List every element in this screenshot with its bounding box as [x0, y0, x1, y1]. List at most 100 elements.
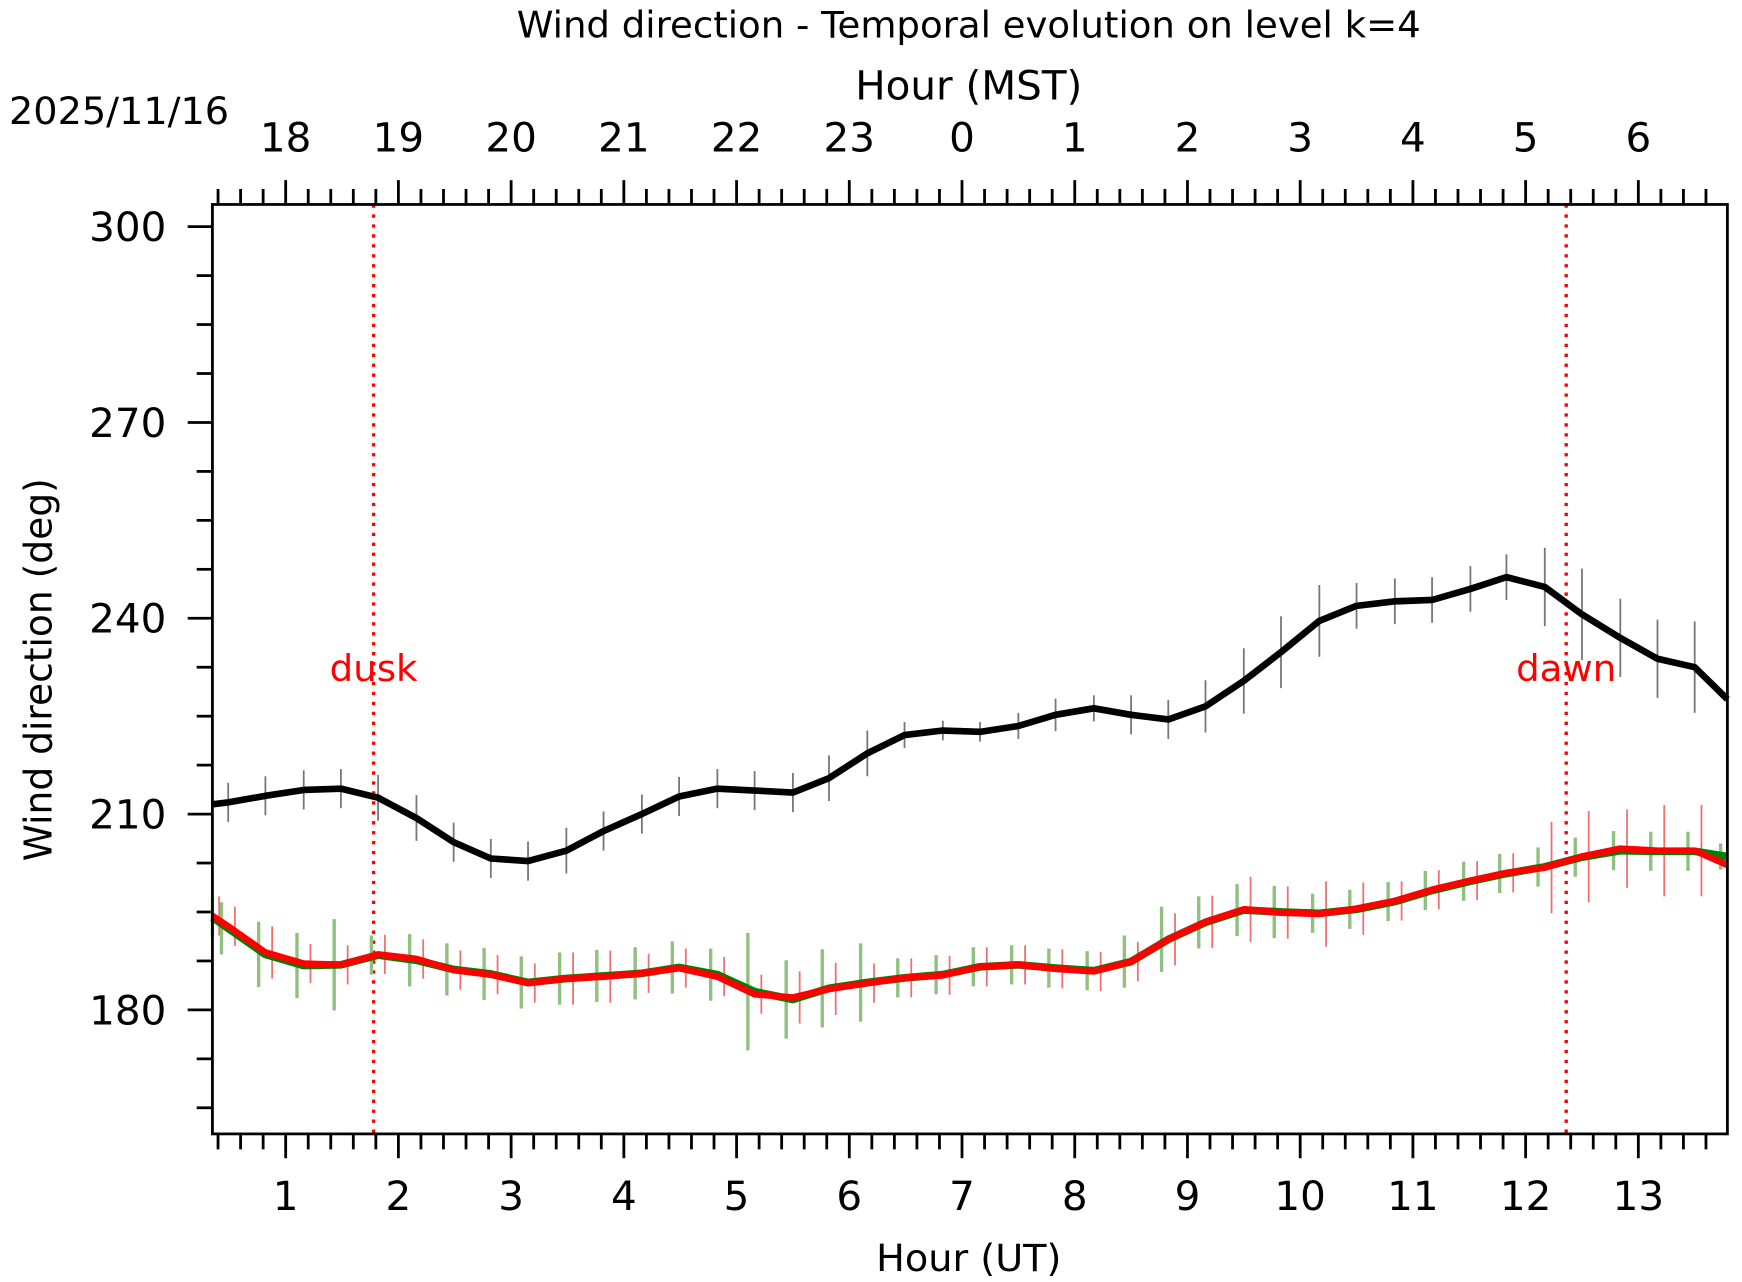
- x2-tick-label: 1: [1062, 116, 1088, 162]
- black-data-point: [453, 841, 455, 843]
- red-data-point: [1055, 968, 1057, 970]
- red-data-point: [828, 988, 830, 990]
- red-data-point: [415, 958, 417, 960]
- red-data-point: [1243, 908, 1245, 910]
- red-data-point: [1167, 938, 1169, 940]
- black-data-point: [1581, 613, 1583, 615]
- x-tick-label: 7: [949, 1174, 975, 1220]
- red-data-point: [754, 993, 756, 995]
- black-data-point: [1656, 658, 1659, 660]
- x-tick-label: 12: [1500, 1174, 1551, 1220]
- red-data-point: [1093, 970, 1095, 972]
- red-data-point: [641, 972, 643, 974]
- dawn-label: dawn: [1516, 647, 1616, 690]
- black-data-point: [1619, 637, 1621, 639]
- black-data-point: [942, 729, 944, 732]
- red-data-point: [903, 977, 906, 979]
- red-data-point: [227, 925, 229, 927]
- red-data-point: [942, 974, 944, 976]
- black-data-point: [1355, 605, 1358, 607]
- x2-tick-label: 21: [598, 116, 649, 162]
- red-data-point: [264, 951, 266, 954]
- black-data-point: [303, 789, 305, 791]
- x-tick-label: 8: [1062, 1174, 1088, 1220]
- x-tick-label: 6: [836, 1174, 862, 1220]
- black-data-point: [1130, 714, 1132, 716]
- red-data-point: [1505, 872, 1508, 874]
- red-data-point: [602, 976, 605, 978]
- black-data-point: [903, 734, 906, 736]
- black-data-point: [527, 860, 529, 862]
- black-data-point: [264, 795, 266, 797]
- black-data-point: [1017, 725, 1019, 727]
- x2-tick-label: 2: [1175, 116, 1201, 162]
- black-data-point: [828, 777, 830, 779]
- x2-axis-label: Hour (MST): [855, 64, 1082, 110]
- black-data-point: [1469, 588, 1471, 590]
- x2-tick-label: 18: [260, 116, 311, 162]
- red-data-point: [1694, 850, 1696, 852]
- y-axis-label: Wind direction (deg): [16, 478, 60, 861]
- red-data-point: [1130, 961, 1132, 963]
- red-data-point: [377, 953, 379, 955]
- black-data-point: [415, 817, 417, 819]
- red-data-point: [1394, 900, 1396, 902]
- red-data-point: [1619, 848, 1621, 850]
- x2-tick-label: 5: [1513, 116, 1539, 162]
- chart-title: Wind direction - Temporal evolution on l…: [517, 4, 1421, 47]
- x-tick-label: 11: [1387, 1174, 1438, 1220]
- red-data-point: [866, 982, 868, 984]
- black-data-point: [641, 813, 643, 815]
- red-data-point: [1656, 850, 1659, 852]
- x2-tick-label: 0: [949, 116, 975, 162]
- red-data-point: [678, 967, 680, 969]
- red-data-point: [303, 962, 305, 965]
- red-series-line: [210, 845, 1729, 1001]
- red-data-point: [1280, 912, 1282, 914]
- black-data-point: [1318, 620, 1320, 622]
- black-data-point: [1055, 714, 1057, 716]
- x-tick-label: 10: [1274, 1174, 1325, 1220]
- black-data-point: [490, 857, 492, 860]
- red-data-point: [792, 996, 794, 999]
- black-data-point: [1204, 705, 1207, 707]
- x-tick-label: 9: [1175, 1174, 1201, 1220]
- black-data-point: [754, 790, 756, 792]
- x-tick-label: 2: [386, 1174, 412, 1220]
- red-data-point: [1204, 921, 1207, 923]
- plot-frame: [211, 203, 1729, 1136]
- y-tick-label: 300: [89, 205, 166, 251]
- black-data-point: [979, 731, 981, 733]
- x2-tick-label: 6: [1625, 116, 1651, 162]
- x2-tick-label: 3: [1287, 116, 1313, 162]
- black-data-point: [1544, 586, 1546, 588]
- y-tick-label: 240: [89, 597, 166, 643]
- black-data-point: [1505, 576, 1508, 578]
- black-data-point: [678, 795, 680, 798]
- black-data-point: [1431, 599, 1433, 601]
- x-tick-label: 4: [611, 1174, 637, 1220]
- y-tick-label: 180: [89, 989, 166, 1035]
- black-data-point: [716, 788, 718, 790]
- red-data-point: [527, 982, 529, 984]
- y-tick-label: 270: [89, 401, 166, 447]
- red-data-point: [1017, 964, 1019, 966]
- red-data-point: [1469, 880, 1471, 882]
- red-data-point: [979, 966, 981, 968]
- x2-tick-label: 22: [711, 116, 762, 162]
- red-data-point: [565, 978, 567, 980]
- black-data-point: [1280, 651, 1282, 653]
- black-data-point: [866, 752, 868, 754]
- black-data-point: [1093, 707, 1095, 709]
- date-label: 2025/11/16: [9, 89, 229, 133]
- black-data-point: [565, 850, 567, 852]
- red-data-point: [1431, 889, 1433, 891]
- black-data-point: [340, 788, 342, 790]
- dusk-label: dusk: [330, 647, 419, 690]
- red-data-point: [1318, 913, 1320, 915]
- black-data-point: [1167, 718, 1169, 720]
- red-data-point: [1355, 908, 1358, 910]
- x2-tick-label: 4: [1400, 116, 1426, 162]
- black-data-point: [227, 801, 229, 803]
